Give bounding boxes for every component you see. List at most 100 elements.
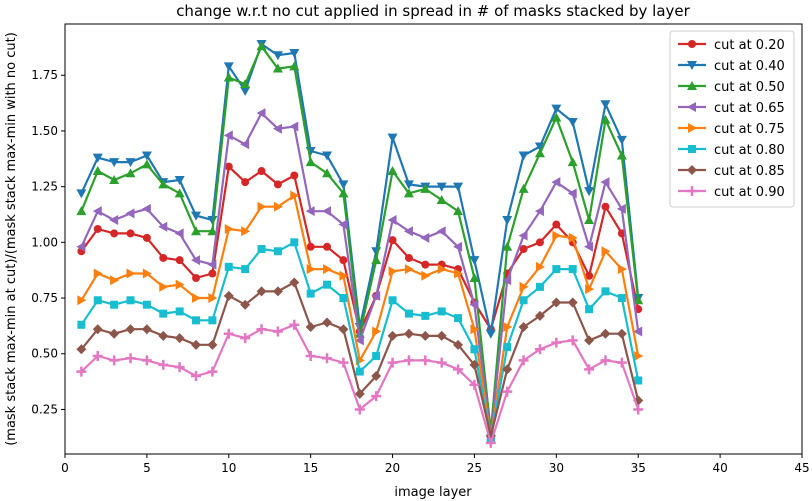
x-tick-label: 0 [61,461,69,475]
data-point [208,316,217,325]
data-point [192,273,201,282]
data-point [567,297,578,308]
data-point [93,296,102,305]
data-point [240,86,251,96]
data-point [616,357,627,368]
data-point [76,241,86,252]
data-point [290,171,299,180]
data-point [305,322,316,333]
x-tick-label: 5 [143,461,151,475]
legend-label: cut at 0.90 [714,185,785,200]
data-point [469,359,480,370]
data-point [633,295,644,305]
data-point [354,388,365,399]
data-point [305,206,315,217]
data-point [469,379,480,390]
data-point [141,324,152,335]
data-point [535,261,545,272]
data-point [567,188,577,199]
data-point [306,289,315,298]
data-point [354,335,364,346]
data-point [175,256,184,265]
data-point [518,230,528,241]
data-point [257,245,266,254]
data-point [191,339,202,350]
data-point [77,320,86,329]
data-point [273,201,283,212]
series-cut-at-0-50 [76,41,644,436]
data-point [158,179,169,189]
data-point [584,241,594,252]
x-axis-label: image layer [394,485,472,500]
y-tick-label: 1.50 [31,124,58,138]
y-tick-label: 0.25 [31,402,58,416]
series-cut-at-0-90 [76,319,644,448]
data-point [617,294,626,303]
data-point [289,48,300,58]
series-line [80,111,640,438]
data-point [191,226,202,236]
data-point [420,355,431,366]
data-point [519,296,528,305]
data-point [420,183,431,193]
data-point [601,202,610,211]
data-point [403,180,414,190]
data-point [125,158,136,168]
data-point [584,335,595,346]
data-point [207,339,218,350]
data-point [158,221,168,232]
data-point [454,314,463,323]
data-point [600,177,610,188]
x-tick-label: 40 [712,461,727,475]
data-point [305,350,316,361]
data-point [207,259,217,270]
data-point [551,337,562,348]
data-point [290,190,300,201]
data-point [371,371,382,382]
data-point [469,299,479,310]
data-point [436,330,447,341]
data-point [208,269,217,278]
data-point [323,264,333,275]
data-point [601,287,610,296]
data-point [272,123,282,134]
data-point [502,364,513,375]
data-point [518,151,529,161]
data-point [192,293,202,304]
data-point [436,357,447,368]
data-point [323,280,332,289]
data-point [634,376,643,385]
data-point [109,215,119,226]
data-point [92,153,103,163]
x-tick-label: 10 [221,461,236,475]
data-point [387,133,398,143]
plot-area [76,40,644,448]
y-axis-label: (mask stack max-min at cut)/(mask stack … [4,32,19,446]
legend-marker [687,102,696,112]
legend-label: cut at 0.65 [714,101,785,116]
data-point [175,279,185,290]
data-point [207,226,218,236]
data-point [272,286,283,297]
legend-label: cut at 0.85 [714,164,785,179]
data-point [388,266,398,277]
data-point [191,211,202,221]
data-point [470,345,479,354]
data-point [387,357,398,368]
data-point [600,328,611,339]
data-point [141,203,151,214]
data-point [404,309,413,318]
data-point [502,275,512,286]
data-point [109,355,120,366]
data-point [241,265,250,274]
legend-marker [687,186,697,196]
data-point [387,330,398,341]
data-point [174,228,184,239]
data-point [371,255,382,265]
x-tick-label: 20 [385,461,400,475]
data-point [534,206,544,217]
data-point [454,268,464,279]
data-point [159,281,169,292]
data-point [601,246,611,257]
data-point [191,371,202,382]
